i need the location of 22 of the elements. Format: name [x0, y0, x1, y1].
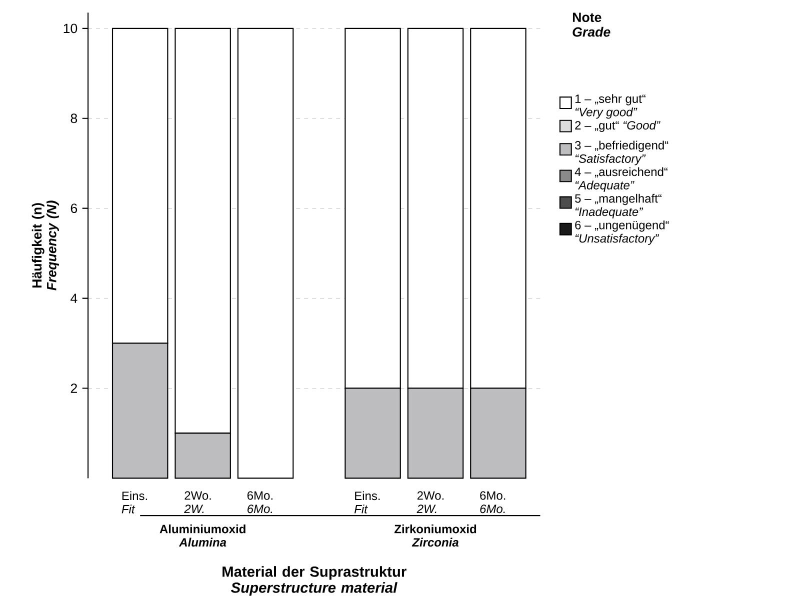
y-tick-label: 8: [70, 114, 78, 123]
x-tick-label: 2Wo. 2W.: [184, 491, 211, 513]
legend-label: 4 – „ausreichend“ “Adequate”: [574, 167, 668, 192]
x-tick-label: 6Mo. 6Mo.: [480, 491, 506, 513]
legend-label: 3 – „befriedigend“ “Satisfactory”: [575, 140, 668, 166]
y-tick-label: 10: [64, 24, 78, 34]
y-tick-label: 2: [70, 383, 77, 393]
x-tick-label: 2Wo. 2W.: [416, 491, 444, 513]
y-tick-label: 6: [70, 203, 78, 213]
x-axis-title: Material der Suprastruktur Superstructure material: [222, 566, 406, 596]
legend-label: 2 – „gut“ “Good”: [575, 120, 660, 132]
y-axis-title: Häufigkeit (n) Frequency (N): [32, 200, 59, 290]
x-tick-label: Eins. Fit: [354, 491, 380, 514]
legend-label: 6 – „ungenügend“ “Unsatisfactory”: [575, 220, 669, 245]
legend-label: 5 – „mangelhaft“ “Inadequate”: [575, 194, 662, 218]
x-tick-label: Eins. Fit: [122, 491, 148, 514]
text: Zirkoniumoxid Zirconia: [394, 524, 476, 547]
text: Aluminiumoxid Alumina: [160, 524, 246, 547]
legend-label: 1 – „sehr gut“ “Very good”: [575, 94, 646, 119]
y-tick-label: 4: [70, 294, 78, 303]
legend-title: Note Grade: [572, 12, 610, 37]
x-tick-label: 6Mo. 6Mo.: [247, 491, 272, 513]
